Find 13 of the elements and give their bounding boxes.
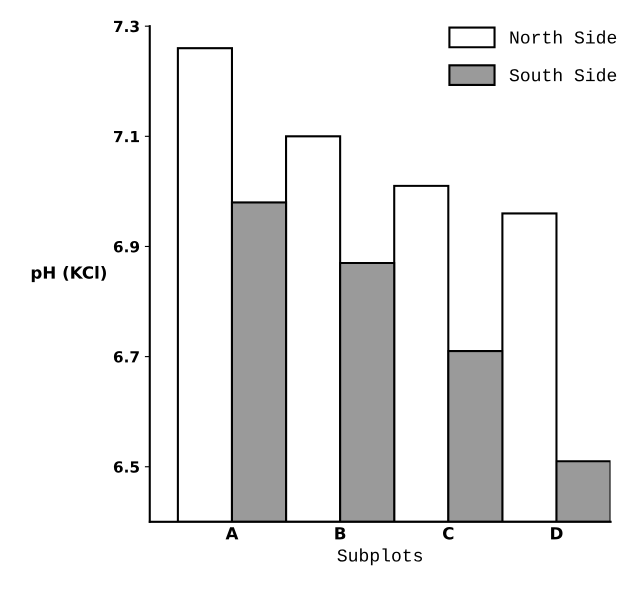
legend-label: South Side (510, 68, 616, 82)
x-tick-label: C (443, 526, 454, 540)
y-tick-label: 6.7 (114, 351, 139, 363)
y-tick-label: 7.3 (114, 20, 139, 32)
x-axis-title: Subplots (338, 548, 422, 566)
x-tick-label: D (551, 527, 563, 540)
y-tick-label: 7.1 (114, 130, 139, 142)
y-tick-label: 6.5 (114, 461, 139, 473)
legend-label: North Side (510, 30, 616, 44)
x-tick-label: B (335, 527, 346, 540)
y-axis-title: pH (KCl) (32, 266, 106, 282)
x-tick-label: A (226, 527, 238, 540)
y-tick-label: 6.9 (114, 240, 140, 252)
